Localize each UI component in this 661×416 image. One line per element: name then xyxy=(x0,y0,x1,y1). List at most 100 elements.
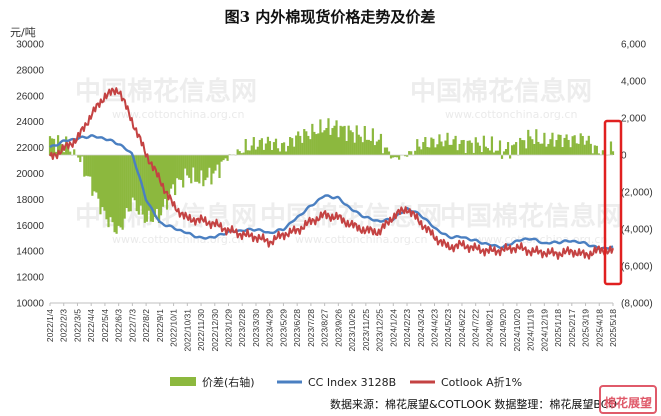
x-axis-tick-label: 2025/5/18 xyxy=(608,309,618,347)
spread-bar xyxy=(256,146,259,155)
spread-bar xyxy=(442,146,445,155)
spread-bar xyxy=(303,129,306,155)
legend-swatch-spread xyxy=(170,377,196,386)
spread-bar xyxy=(196,155,199,182)
stamp-text: 棉花展望 xyxy=(604,395,652,410)
spread-bar xyxy=(404,155,407,157)
spread-bar xyxy=(165,155,169,210)
spread-bar xyxy=(176,155,179,179)
spread-bar xyxy=(490,136,494,155)
spread-bar xyxy=(418,146,421,155)
x-axis-tick-label: 2024/10/20 xyxy=(512,309,522,352)
spread-bar xyxy=(161,155,165,207)
x-axis-tick-label: 2023/10/26 xyxy=(347,309,357,352)
left-axis-tick-label: 30000 xyxy=(16,40,44,51)
spread-bar xyxy=(73,149,76,155)
watermark-sub-2: www.cottonchina.org.cn xyxy=(445,108,577,121)
spread-bar xyxy=(531,139,534,155)
spread-bar xyxy=(58,141,62,155)
spread-bar xyxy=(559,134,562,155)
spread-bar xyxy=(147,155,150,211)
spread-bar xyxy=(494,150,498,155)
x-axis-tick-label: 2024/7/22 xyxy=(471,309,481,347)
legend-label-spread: 价差(右轴) xyxy=(202,375,255,389)
left-axis-unit: 元/吨 xyxy=(10,26,36,39)
spread-bar xyxy=(444,140,447,155)
spread-bar xyxy=(561,147,564,155)
spread-bar xyxy=(81,155,84,157)
spread-bar xyxy=(488,150,492,155)
spread-bar xyxy=(69,151,72,155)
spread-bar xyxy=(502,151,506,155)
spread-bar xyxy=(149,155,152,222)
spread-bar xyxy=(212,155,215,174)
spread-bar xyxy=(291,138,294,155)
spread-bar xyxy=(63,152,66,155)
right-axis-tick-label: (4,000) xyxy=(621,225,653,236)
spread-bar xyxy=(200,155,203,171)
spread-bar xyxy=(224,155,227,159)
spread-bar xyxy=(119,155,122,228)
spread-bar xyxy=(115,155,118,234)
x-axis-tick-label: 2023/2/28 xyxy=(237,309,247,347)
spread-bar xyxy=(464,153,467,155)
spread-bar xyxy=(573,135,576,155)
spread-bar xyxy=(113,155,116,233)
spread-bar xyxy=(238,151,241,155)
spread-bar xyxy=(436,144,439,155)
spread-bar xyxy=(325,127,328,155)
spread-bar xyxy=(363,125,366,155)
x-axis-tick-label: 2023/8/27 xyxy=(320,309,330,347)
source-text: 数据来源：棉花展望&COTLOOK 数据整理：棉花展望BCO xyxy=(330,397,617,411)
spread-bar xyxy=(240,153,243,155)
spread-bar xyxy=(515,142,518,155)
spread-bar xyxy=(121,155,124,230)
spread-bar xyxy=(529,136,532,155)
spread-bar xyxy=(434,147,437,155)
x-axis-tick-label: 2024/5/23 xyxy=(443,309,453,347)
spread-bar xyxy=(105,155,108,220)
spread-bar xyxy=(563,137,566,155)
spread-bar xyxy=(422,142,425,155)
spread-bar xyxy=(381,153,385,155)
spread-bar xyxy=(262,149,265,155)
spread-bar xyxy=(593,145,596,155)
spread-bar xyxy=(591,153,594,155)
spread-bar xyxy=(450,144,453,155)
spread-bar xyxy=(389,155,393,159)
spread-bar xyxy=(171,155,175,185)
spread-bar xyxy=(169,155,173,189)
x-axis-tick-label: 2023/3/30 xyxy=(251,309,261,347)
spread-bar xyxy=(462,139,465,155)
spread-bar xyxy=(266,136,270,155)
x-axis-tick-label: 2022/8/2 xyxy=(141,309,151,342)
spread-bar xyxy=(492,152,496,155)
watermark-sub-5: www.cottonchina.org.cn xyxy=(475,233,607,246)
spread-bar xyxy=(210,155,213,185)
spread-bar xyxy=(272,142,276,155)
spread-bar xyxy=(383,147,387,155)
spread-bar xyxy=(414,150,417,155)
x-axis-tick-label: 2022/1/4 xyxy=(45,309,55,342)
right-axis-tick-label: 4,000 xyxy=(621,77,646,88)
spread-bar xyxy=(555,140,558,155)
spread-bar xyxy=(341,126,344,155)
x-axis-tick-label: 2022/4/4 xyxy=(86,309,96,342)
spread-bar xyxy=(167,155,171,195)
spread-bar xyxy=(299,135,302,155)
spread-bar xyxy=(601,150,605,155)
x-axis-tick-label: 2023/7/28 xyxy=(306,309,316,347)
right-axis-tick-label: 2,000 xyxy=(621,114,646,125)
spread-bar xyxy=(519,137,522,155)
x-axis-tick-label: 2022/12/30 xyxy=(210,309,220,352)
spread-bar xyxy=(337,137,340,155)
spread-bar xyxy=(246,150,249,155)
spread-bar xyxy=(508,155,512,159)
spread-bar xyxy=(329,134,332,155)
spread-bar xyxy=(438,134,441,155)
spread-bar xyxy=(367,139,370,155)
spread-bar xyxy=(192,155,195,168)
spread-bar xyxy=(79,155,82,163)
spread-bar xyxy=(91,155,94,196)
x-axis-tick-label: 2023/4/29 xyxy=(265,309,275,347)
